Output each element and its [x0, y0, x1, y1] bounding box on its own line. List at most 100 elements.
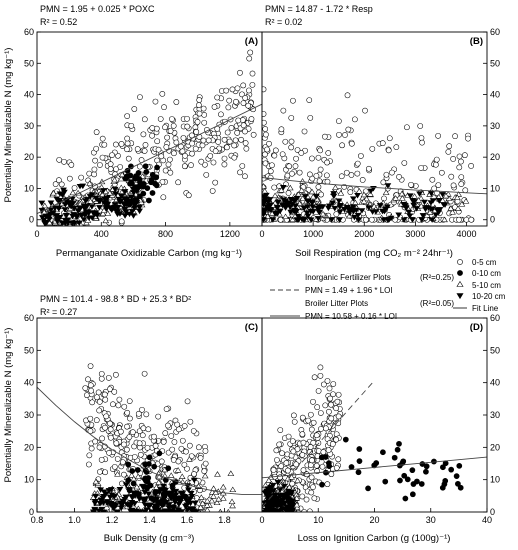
point-0-5cm	[386, 135, 393, 142]
point-10-20cm	[409, 198, 417, 204]
point-0-5cm	[385, 147, 392, 154]
point-0-5cm	[393, 144, 400, 151]
point-5-10cm	[210, 493, 217, 499]
point-10-20cm	[111, 186, 119, 193]
point-10-20cm	[288, 500, 295, 507]
point-10-20cm	[123, 502, 131, 508]
point-0-5cm	[231, 154, 238, 161]
point-0-5cm	[86, 170, 93, 177]
point-10-20cm	[118, 193, 126, 199]
point-0-5cm	[277, 427, 284, 433]
point-0-5cm	[140, 131, 147, 138]
point-10-20cm	[41, 220, 48, 226]
point-0-10cm	[142, 163, 149, 170]
point-0-5cm	[278, 463, 285, 469]
point-0-10cm	[126, 487, 133, 494]
point-0-5cm	[106, 386, 113, 393]
panel-c: PMN = 101.4 - 98.8 * BD + 25.3 * BD² R² …	[24, 294, 263, 544]
point-0-10cm	[167, 491, 174, 498]
legend-entry-10-20: 10-20 cm	[456, 292, 506, 301]
point-0-5cm	[111, 388, 118, 395]
point-10-20cm	[39, 215, 46, 221]
point-0-5cm	[240, 82, 247, 89]
point-0-5cm	[167, 169, 174, 176]
point-0-5cm	[456, 216, 462, 223]
point-0-5cm	[418, 135, 425, 141]
point-0-5cm	[226, 97, 233, 104]
point-0-5cm	[283, 460, 290, 466]
y-tick-label: 40	[490, 90, 500, 100]
point-5-10cm	[92, 478, 100, 485]
point-5-10cm	[453, 194, 461, 200]
point-10-20cm	[61, 189, 68, 196]
point-10-20cm	[413, 206, 421, 212]
point-10-20cm	[107, 487, 115, 493]
point-0-5cm	[188, 162, 194, 169]
point-10-20cm	[76, 183, 84, 190]
y-tick-label: 40	[490, 378, 500, 388]
point-0-5cm	[118, 141, 125, 147]
point-10-20cm	[122, 494, 130, 501]
point-5-10cm	[293, 501, 301, 508]
point-0-5cm	[435, 182, 442, 188]
point-0-5cm	[289, 438, 296, 444]
point-10-20cm	[419, 213, 427, 219]
point-10-20cm	[53, 218, 61, 225]
point-0-5cm	[113, 371, 119, 378]
point-5-10cm	[133, 483, 141, 490]
point-5-10cm	[219, 495, 227, 501]
point-10-20cm	[49, 210, 57, 216]
point-0-5cm	[348, 140, 355, 147]
point-0-5cm	[419, 139, 425, 146]
point-0-5cm	[68, 162, 75, 168]
point-10-20cm	[47, 200, 55, 206]
point-10-20cm	[283, 504, 291, 510]
point-5-10cm	[134, 473, 142, 479]
point-0-5cm	[262, 111, 267, 117]
point-0-5cm	[322, 402, 329, 409]
point-0-5cm	[408, 181, 414, 188]
point-10-20cm	[132, 201, 140, 207]
point-0-5cm	[263, 131, 269, 138]
x-tick-label: 2000	[354, 229, 374, 239]
point-0-5cm	[155, 146, 162, 153]
point-10-20cm	[103, 206, 110, 212]
y-tick-label: 60	[24, 27, 34, 37]
point-5-10cm	[69, 189, 77, 196]
point-0-5cm	[109, 152, 115, 158]
point-5-10cm	[197, 504, 204, 510]
point-0-5cm	[162, 124, 168, 131]
point-10-20cm	[276, 208, 284, 215]
point-5-10cm	[104, 210, 112, 216]
point-0-5cm	[87, 428, 94, 434]
point-0-5cm	[189, 140, 195, 147]
point-0-5cm	[280, 107, 287, 114]
point-0-5cm	[124, 113, 131, 119]
point-0-5cm	[136, 440, 143, 447]
point-0-10cm	[153, 174, 160, 181]
litter-r2: (R²=0.05)	[420, 299, 454, 308]
point-0-5cm	[389, 169, 395, 176]
point-0-10cm	[397, 477, 403, 484]
point-0-5cm	[328, 401, 334, 408]
point-10-20cm	[111, 502, 118, 508]
point-0-5cm	[294, 147, 301, 153]
point-5-10cm	[309, 193, 317, 200]
point-0-5cm	[354, 160, 361, 167]
point-0-5cm	[325, 447, 332, 453]
point-5-10cm	[204, 506, 211, 512]
legend-entry-fit-line: Fit Line	[453, 304, 499, 313]
point-0-5cm	[99, 154, 106, 161]
point-0-5cm	[101, 391, 108, 398]
y-tick-label: 50	[490, 58, 500, 68]
point-0-5cm	[262, 86, 267, 93]
point-0-5cm	[446, 143, 453, 150]
point-10-20cm	[146, 502, 154, 509]
point-10-20cm	[395, 212, 403, 219]
point-0-5cm	[246, 55, 253, 62]
point-0-5cm	[242, 173, 248, 180]
point-0-5cm	[330, 381, 337, 387]
point-0-10cm	[404, 476, 411, 483]
point-0-5cm	[290, 448, 297, 455]
point-0-5cm	[167, 156, 173, 163]
